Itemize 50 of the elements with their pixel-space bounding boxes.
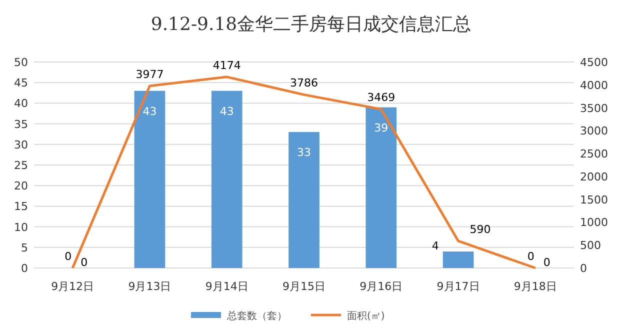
y2-tick-label: 1000 bbox=[580, 216, 608, 230]
x-tick-label: 9月12日 bbox=[51, 280, 94, 293]
y2-tick-label: 3500 bbox=[580, 102, 608, 115]
data-label: 3977 bbox=[136, 68, 164, 81]
data-label: 33 bbox=[297, 146, 311, 160]
y-tick-label: 20 bbox=[14, 180, 28, 193]
data-label: 0 bbox=[80, 256, 88, 269]
data-label: 3786 bbox=[290, 76, 318, 90]
x-tick-label: 9月18日 bbox=[514, 280, 557, 293]
x-tick-label: 9月17日 bbox=[436, 280, 480, 293]
y2-tick-label: 0 bbox=[580, 262, 587, 275]
y-tick-label: 45 bbox=[14, 76, 28, 90]
legend-label: 面积(㎡) bbox=[347, 311, 385, 322]
data-label: 4174 bbox=[212, 58, 241, 72]
bar bbox=[211, 90, 242, 268]
x-tick-label: 9月15日 bbox=[282, 280, 326, 293]
y2-tick-label: 2500 bbox=[580, 148, 608, 161]
y-tick-label: 5 bbox=[21, 241, 28, 254]
data-label: 0 bbox=[64, 250, 72, 263]
bar bbox=[134, 90, 166, 268]
y-tick-label: 15 bbox=[14, 200, 28, 214]
y-tick-label: 40 bbox=[14, 97, 28, 110]
y-tick-label: 35 bbox=[14, 118, 28, 131]
data-label: 0 bbox=[543, 256, 550, 269]
data-label: 4 bbox=[432, 240, 439, 253]
x-tick-label: 9月16日 bbox=[360, 280, 403, 293]
data-label: 3469 bbox=[367, 91, 396, 104]
x-tick-label: 9月14日 bbox=[205, 280, 248, 293]
y2-tick-label: 3000 bbox=[580, 124, 608, 138]
x-tick-label: 9月13日 bbox=[128, 280, 172, 293]
y2-tick-label: 4000 bbox=[580, 78, 608, 92]
chart-title: 9.12-9.18金华二手房每日成交信息汇总 bbox=[150, 14, 472, 35]
data-label: 43 bbox=[220, 104, 234, 118]
data-label: 0 bbox=[527, 250, 534, 263]
y-tick-label: 30 bbox=[14, 138, 28, 152]
data-label: 43 bbox=[142, 104, 157, 118]
bar bbox=[442, 252, 474, 268]
y2-tick-label: 2000 bbox=[580, 170, 608, 184]
y-tick-label: 0 bbox=[21, 262, 28, 275]
y-tick-label: 10 bbox=[14, 220, 28, 234]
bar bbox=[366, 107, 397, 268]
y2-tick-label: 500 bbox=[580, 239, 601, 252]
y2-tick-label: 4500 bbox=[580, 56, 608, 69]
y-tick-label: 50 bbox=[14, 56, 28, 69]
bar bbox=[288, 132, 320, 268]
data-label: 590 bbox=[470, 222, 491, 236]
y2-tick-label: 1500 bbox=[580, 193, 608, 206]
legend-label: 总套数（套） bbox=[226, 310, 287, 322]
data-label: 39 bbox=[374, 121, 388, 134]
y-tick-label: 25 bbox=[14, 159, 28, 172]
